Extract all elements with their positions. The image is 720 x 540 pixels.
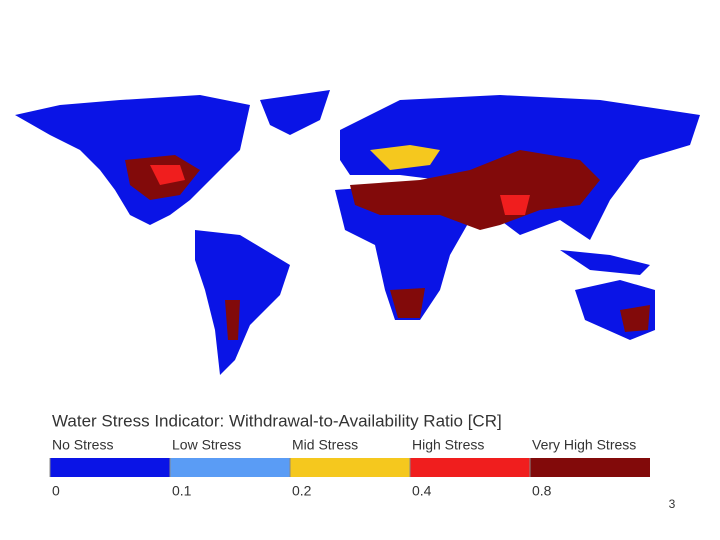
legend-swatch — [530, 458, 650, 477]
south-america — [195, 230, 290, 375]
indonesia — [560, 250, 650, 275]
legend-swatch — [290, 458, 410, 477]
stress-south-africa — [390, 288, 425, 318]
africa — [335, 185, 470, 320]
greenland — [260, 90, 330, 135]
legend-label: Low Stress — [172, 437, 241, 453]
red-asia — [500, 195, 530, 215]
legend-tick-label: 0 — [52, 483, 60, 499]
high-stress-north-africa — [350, 150, 600, 230]
legend-label: No Stress — [52, 437, 113, 453]
legend-swatch — [170, 458, 290, 477]
legend-tick-label: 0.2 — [292, 483, 312, 499]
red-us — [150, 165, 185, 185]
legend-swatch — [410, 458, 530, 477]
world-map — [15, 90, 700, 375]
legend-tick-label: 0.8 — [532, 483, 552, 499]
legend-title: Water Stress Indicator: Withdrawal-to-Av… — [52, 411, 502, 430]
legend-tick-label: 0.4 — [412, 483, 432, 499]
legend-label: High Stress — [412, 437, 484, 453]
stress-south-america — [225, 300, 240, 340]
legend-swatch — [50, 458, 170, 477]
mid-stress-europe — [370, 145, 440, 170]
page-number: 3 — [669, 497, 676, 511]
legend-tick-label: 0.1 — [172, 483, 192, 499]
legend: No Stress Low Stress Mid Stress High Stress… — [49, 437, 650, 499]
legend-label: Mid Stress — [292, 437, 358, 453]
red-australia — [620, 305, 650, 332]
legend-label: Very High Stress — [532, 437, 636, 453]
